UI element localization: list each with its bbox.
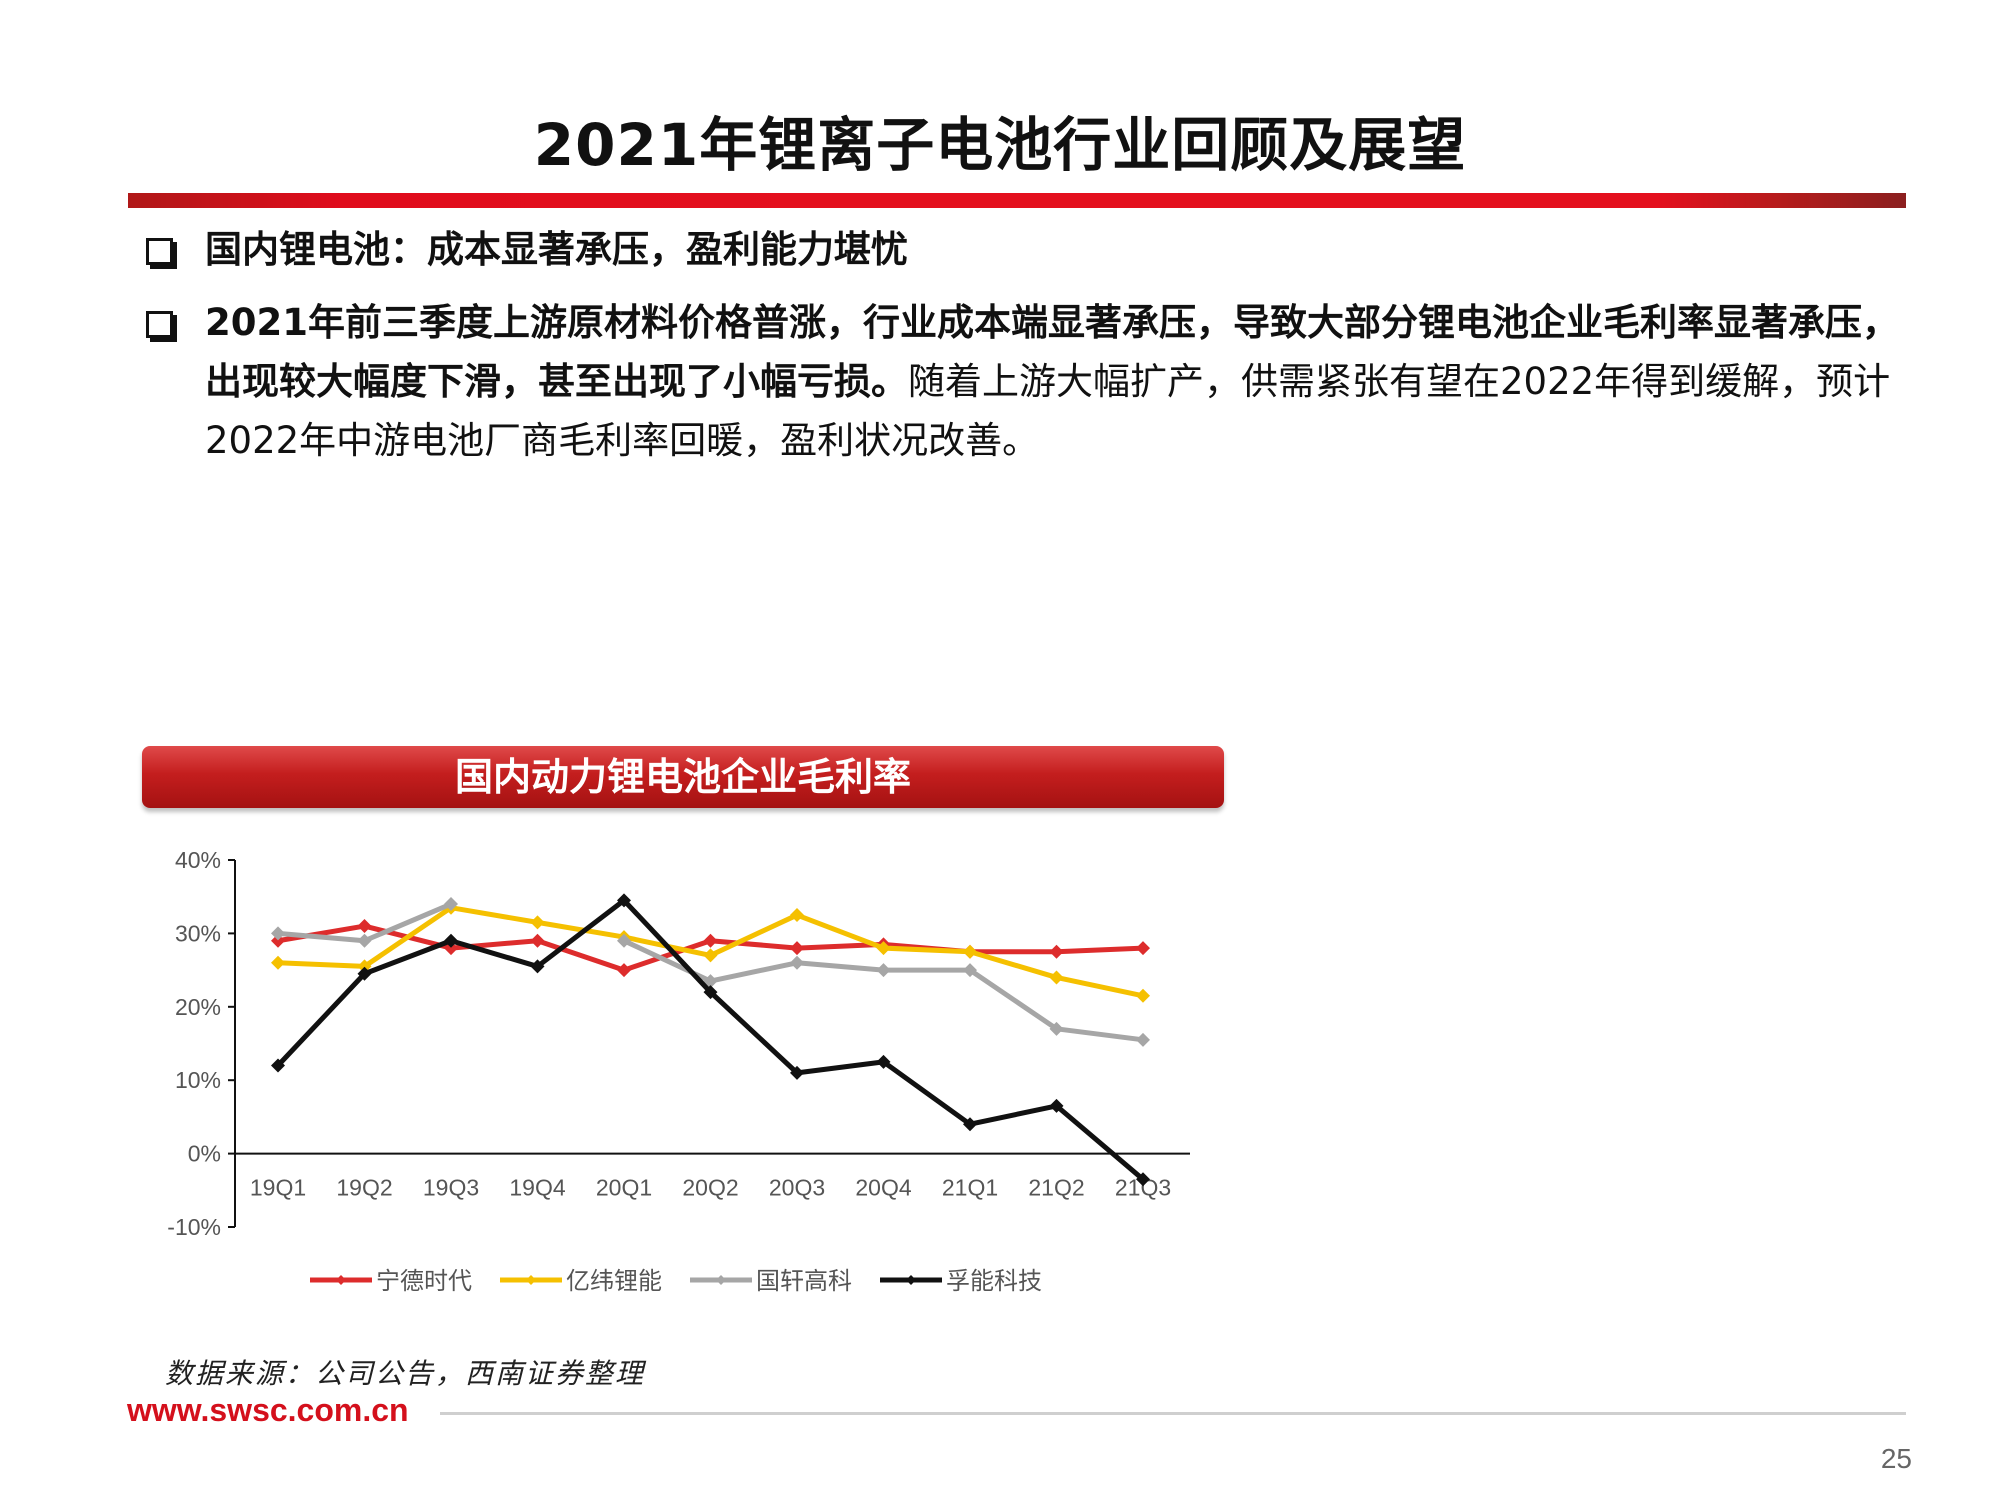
data-point-marker bbox=[963, 1117, 977, 1132]
checkbox-bullet-icon bbox=[146, 311, 173, 338]
y-tick-label: 40% bbox=[175, 847, 221, 873]
bullet-list: 国内锂电池：成本显著承压，盈利能力堪忧 2021年前三季度上游原材料价格普涨，行… bbox=[140, 220, 1910, 470]
legend-label: 宁德时代 bbox=[376, 1267, 472, 1295]
data-point-marker bbox=[963, 963, 977, 978]
data-point-marker bbox=[790, 1065, 804, 1080]
data-point-marker bbox=[357, 919, 372, 934]
chart-header-banner: 国内动力锂电池企业毛利率 bbox=[142, 746, 1224, 808]
data-point-marker bbox=[790, 941, 804, 956]
y-tick-label: -10% bbox=[167, 1214, 221, 1240]
y-tick-label: 0% bbox=[188, 1141, 221, 1167]
data-point-marker bbox=[703, 985, 718, 1000]
data-point-marker bbox=[876, 1054, 891, 1069]
x-tick-label: 19Q3 bbox=[423, 1175, 479, 1201]
bullet-2-normal-text: 随着上游大幅扩产，供需紧张有望在2022年得到缓解，预计2022年中游电池厂商毛… bbox=[205, 360, 1891, 462]
data-point-marker bbox=[963, 944, 977, 959]
data-point-marker bbox=[1136, 988, 1150, 1003]
legend-marker bbox=[336, 1275, 346, 1285]
title-underline-bar bbox=[128, 193, 1906, 208]
gross-margin-line-chart: -10% 0% 10% 20% 30% 40% 19Q1 19Q2 19Q3 19Q4 20Q1 20… bbox=[167, 847, 1190, 1295]
x-tick-label: 20Q2 bbox=[682, 1175, 738, 1201]
data-point-marker bbox=[271, 933, 285, 948]
data-point-marker bbox=[530, 915, 545, 930]
data-point-marker bbox=[703, 974, 718, 989]
data-point-marker bbox=[790, 955, 804, 970]
bullet-1-text: 国内锂电池：成本显著承压，盈利能力堪忧 bbox=[205, 228, 908, 271]
data-point-marker bbox=[1049, 1098, 1064, 1113]
data-point-marker bbox=[357, 933, 372, 948]
data-point-marker bbox=[271, 955, 285, 970]
legend-marker bbox=[906, 1275, 916, 1285]
data-point-marker bbox=[876, 941, 891, 956]
bullet-2-bold-text: 2021年前三季度上游原材料价格普涨，行业成本端显著承压，导致大部分锂电池企业毛… bbox=[205, 301, 1899, 403]
footer-divider bbox=[440, 1412, 1906, 1415]
x-tick-label: 20Q3 bbox=[769, 1175, 825, 1201]
x-tick-label: 19Q4 bbox=[509, 1175, 565, 1201]
data-point-marker bbox=[876, 963, 891, 978]
y-tick-label: 30% bbox=[175, 920, 221, 946]
data-point-marker bbox=[530, 959, 545, 974]
legend-label: 国轩高科 bbox=[756, 1267, 852, 1295]
data-point-marker bbox=[703, 948, 718, 963]
data-point-marker bbox=[1049, 1021, 1064, 1036]
page-number: 25 bbox=[1880, 1443, 1912, 1474]
y-tick-label: 20% bbox=[175, 994, 221, 1020]
data-source-note: 数据来源：公司公告，西南证券整理 bbox=[165, 1357, 646, 1390]
legend-marker bbox=[716, 1275, 726, 1285]
x-tick-label: 19Q1 bbox=[250, 1175, 306, 1201]
x-tick-label: 21Q1 bbox=[942, 1175, 998, 1201]
data-point-marker bbox=[444, 933, 458, 948]
bullet-item-2: 2021年前三季度上游原材料价格普涨，行业成本端显著承压，导致大部分锂电池企业毛… bbox=[140, 293, 1910, 470]
data-point-marker bbox=[617, 893, 631, 908]
x-tick-label: 19Q2 bbox=[336, 1175, 392, 1201]
x-tick-label: 20Q4 bbox=[855, 1175, 911, 1201]
y-tick-label: 10% bbox=[175, 1067, 221, 1093]
data-point-marker bbox=[1049, 944, 1064, 959]
x-tick-label: 20Q1 bbox=[596, 1175, 652, 1201]
data-point-marker bbox=[444, 897, 458, 912]
data-point-marker bbox=[790, 908, 804, 923]
data-point-marker bbox=[703, 933, 718, 948]
data-point-marker bbox=[617, 933, 631, 948]
legend-marker bbox=[526, 1275, 536, 1285]
legend-label: 孚能科技 bbox=[946, 1267, 1042, 1295]
data-point-marker bbox=[530, 933, 545, 948]
slide-title: 2021年锂离子电池行业回顾及展望 bbox=[533, 111, 1467, 179]
bullet-item-1: 国内锂电池：成本显著承压，盈利能力堪忧 bbox=[140, 220, 1910, 279]
data-point-marker bbox=[1136, 941, 1150, 956]
data-point-marker bbox=[1136, 1032, 1150, 1047]
data-point-marker bbox=[1049, 970, 1064, 985]
data-point-marker bbox=[271, 926, 285, 941]
x-tick-label: 21Q2 bbox=[1028, 1175, 1084, 1201]
data-point-marker bbox=[357, 966, 372, 981]
website-link[interactable]: www.swsc.com.cn bbox=[127, 1392, 409, 1428]
data-point-marker bbox=[617, 963, 631, 978]
checkbox-bullet-icon bbox=[146, 238, 173, 265]
data-point-marker bbox=[1136, 1172, 1150, 1187]
data-point-marker bbox=[271, 1058, 285, 1073]
legend-label: 亿纬锂能 bbox=[566, 1267, 662, 1295]
